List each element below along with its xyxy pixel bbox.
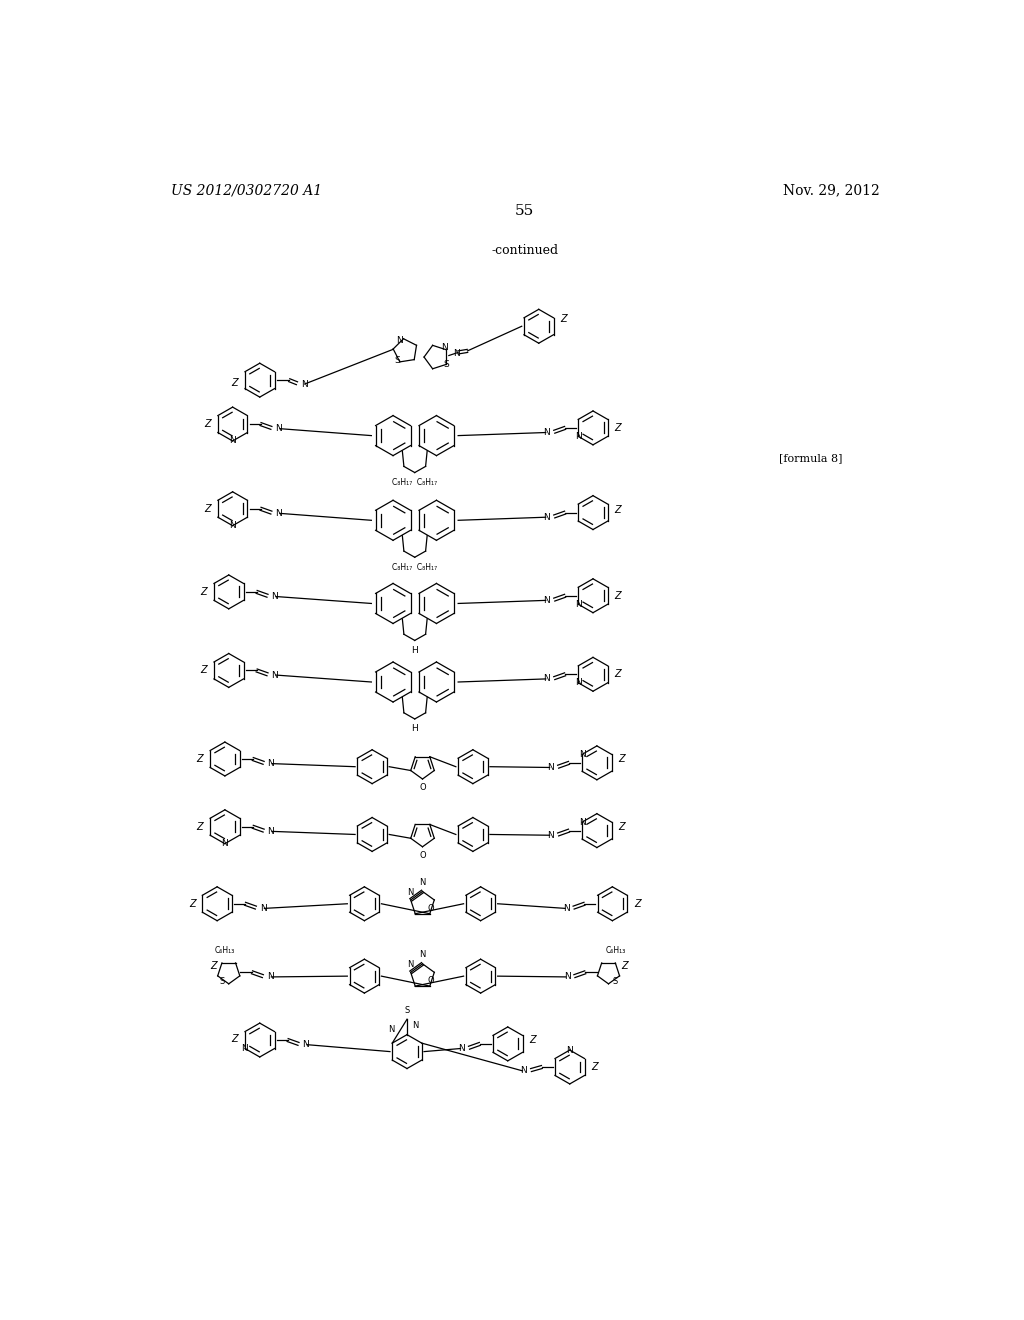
Text: C₆H₁₃: C₆H₁₃ (215, 946, 234, 956)
Text: N: N (266, 973, 273, 981)
Text: N: N (454, 348, 460, 358)
Text: Z: Z (614, 669, 622, 680)
Text: 55: 55 (515, 203, 535, 218)
Text: N: N (260, 904, 266, 913)
Text: Z: Z (197, 822, 203, 832)
Text: O: O (428, 904, 434, 913)
Text: N: N (548, 830, 554, 840)
Text: N: N (574, 432, 582, 441)
Text: S: S (442, 360, 449, 370)
Text: N: N (544, 595, 550, 605)
Text: N: N (544, 512, 550, 521)
Text: US 2012/0302720 A1: US 2012/0302720 A1 (171, 183, 322, 198)
Text: N: N (564, 973, 570, 981)
Text: N: N (544, 428, 550, 437)
Text: Z: Z (197, 754, 203, 764)
Text: N: N (574, 599, 582, 609)
Text: Z: Z (210, 961, 216, 972)
Text: C₈H₁₇  C₈H₁₇: C₈H₁₇ C₈H₁₇ (392, 478, 437, 487)
Text: N: N (242, 1044, 249, 1053)
Text: N: N (408, 960, 414, 969)
Text: O: O (419, 783, 426, 792)
Text: N: N (271, 671, 279, 680)
Text: Z: Z (205, 504, 211, 513)
Text: N: N (408, 888, 414, 896)
Text: S: S (220, 977, 225, 986)
Text: Z: Z (205, 418, 211, 429)
Text: Z: Z (621, 961, 628, 972)
Text: N: N (301, 380, 307, 388)
Text: Z: Z (634, 899, 641, 908)
Text: N: N (271, 593, 279, 601)
Text: N: N (520, 1067, 527, 1076)
Text: Nov. 29, 2012: Nov. 29, 2012 (783, 183, 880, 198)
Text: N: N (544, 675, 550, 684)
Text: O: O (419, 850, 426, 859)
Text: N: N (388, 1026, 395, 1034)
Text: Z: Z (618, 754, 626, 764)
Text: C₆H₁₃: C₆H₁₃ (606, 946, 627, 956)
Text: N: N (548, 763, 554, 772)
Text: Z: Z (201, 665, 207, 676)
Text: -continued: -continued (492, 244, 558, 257)
Text: Z: Z (529, 1035, 537, 1045)
Text: N: N (566, 1045, 573, 1055)
Text: N: N (574, 678, 582, 688)
Text: N: N (221, 840, 228, 849)
Text: N: N (229, 521, 236, 531)
Text: Z: Z (201, 587, 207, 597)
Text: N: N (579, 750, 586, 759)
Text: N: N (419, 950, 426, 960)
Text: N: N (459, 1044, 465, 1053)
Text: Z: Z (592, 1063, 598, 1072)
Text: Z: Z (618, 822, 626, 832)
Text: S: S (612, 977, 617, 986)
Text: N: N (579, 817, 586, 826)
Text: N: N (267, 826, 274, 836)
Text: S: S (395, 355, 400, 364)
Text: C₈H₁₇  C₈H₁₇: C₈H₁₇ C₈H₁₇ (392, 562, 437, 572)
Text: N: N (275, 510, 282, 517)
Text: Z: Z (231, 379, 238, 388)
Text: N: N (440, 343, 447, 352)
Text: Z: Z (560, 314, 567, 323)
Text: H: H (412, 645, 418, 655)
Text: Z: Z (231, 1034, 238, 1044)
Text: N: N (396, 335, 402, 345)
Text: Z: Z (614, 422, 622, 433)
Text: O: O (428, 977, 434, 985)
Text: [formula 8]: [formula 8] (779, 454, 843, 463)
Text: Z: Z (614, 504, 622, 515)
Text: S: S (404, 1006, 410, 1015)
Text: Z: Z (188, 899, 196, 908)
Text: N: N (229, 437, 236, 445)
Text: N: N (302, 1040, 309, 1049)
Text: Z: Z (614, 591, 622, 601)
Text: N: N (275, 424, 282, 433)
Text: N: N (563, 904, 569, 913)
Text: N: N (419, 878, 426, 887)
Text: N: N (267, 759, 274, 768)
Text: H: H (412, 725, 418, 734)
Text: N: N (412, 1020, 418, 1030)
